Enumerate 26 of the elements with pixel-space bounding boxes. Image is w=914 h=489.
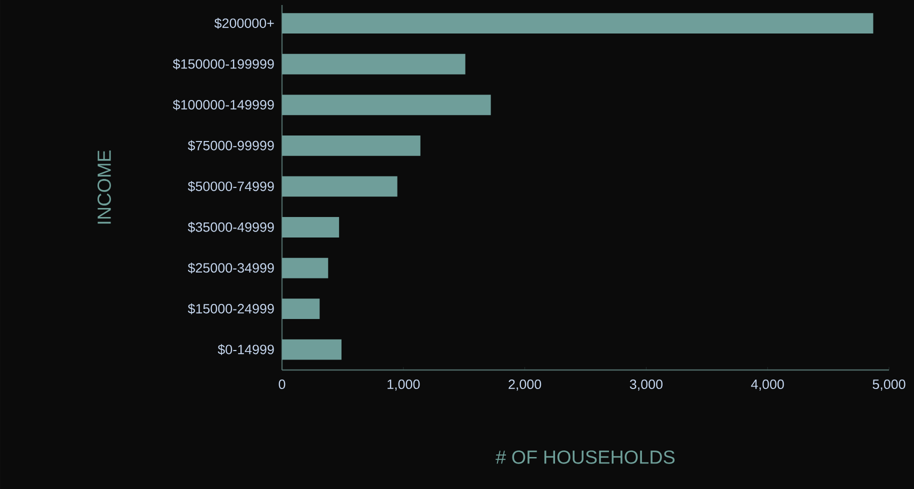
y-tick-label: $15000-24999 [188,303,274,314]
bar [282,176,398,197]
y-tick-label: $35000-49999 [188,222,274,233]
x-tick-label: 0 [278,380,286,390]
y-tick-label: $25000-34999 [188,262,274,274]
bar [282,217,340,238]
y-tick-label: $200000+ [214,18,274,29]
y-tick-label: $75000-99999 [188,140,274,152]
y-tick-label: $0-14999 [218,344,274,356]
x-tick-label: 1,000 [388,380,420,391]
x-tick-label: 5,000 [872,380,906,391]
y-tick-label: $50000-74999 [188,181,274,192]
x-tick-label: 4,000 [751,380,784,391]
x-tick-label: 3,000 [630,380,663,391]
bar [282,13,874,34]
bar [282,54,466,74]
x-tick-label: 2,000 [508,380,542,391]
y-tick-label: $100000-149999 [172,99,274,110]
y-axis-title: INCOME [98,150,111,224]
bar [282,339,342,360]
y-tick-label: $150000-199999 [172,58,274,70]
bar [282,258,328,278]
bar [282,135,420,156]
bar [282,298,320,320]
x-axis-title: # OF HOUSEHOLDS [496,450,675,464]
bar [282,94,491,116]
